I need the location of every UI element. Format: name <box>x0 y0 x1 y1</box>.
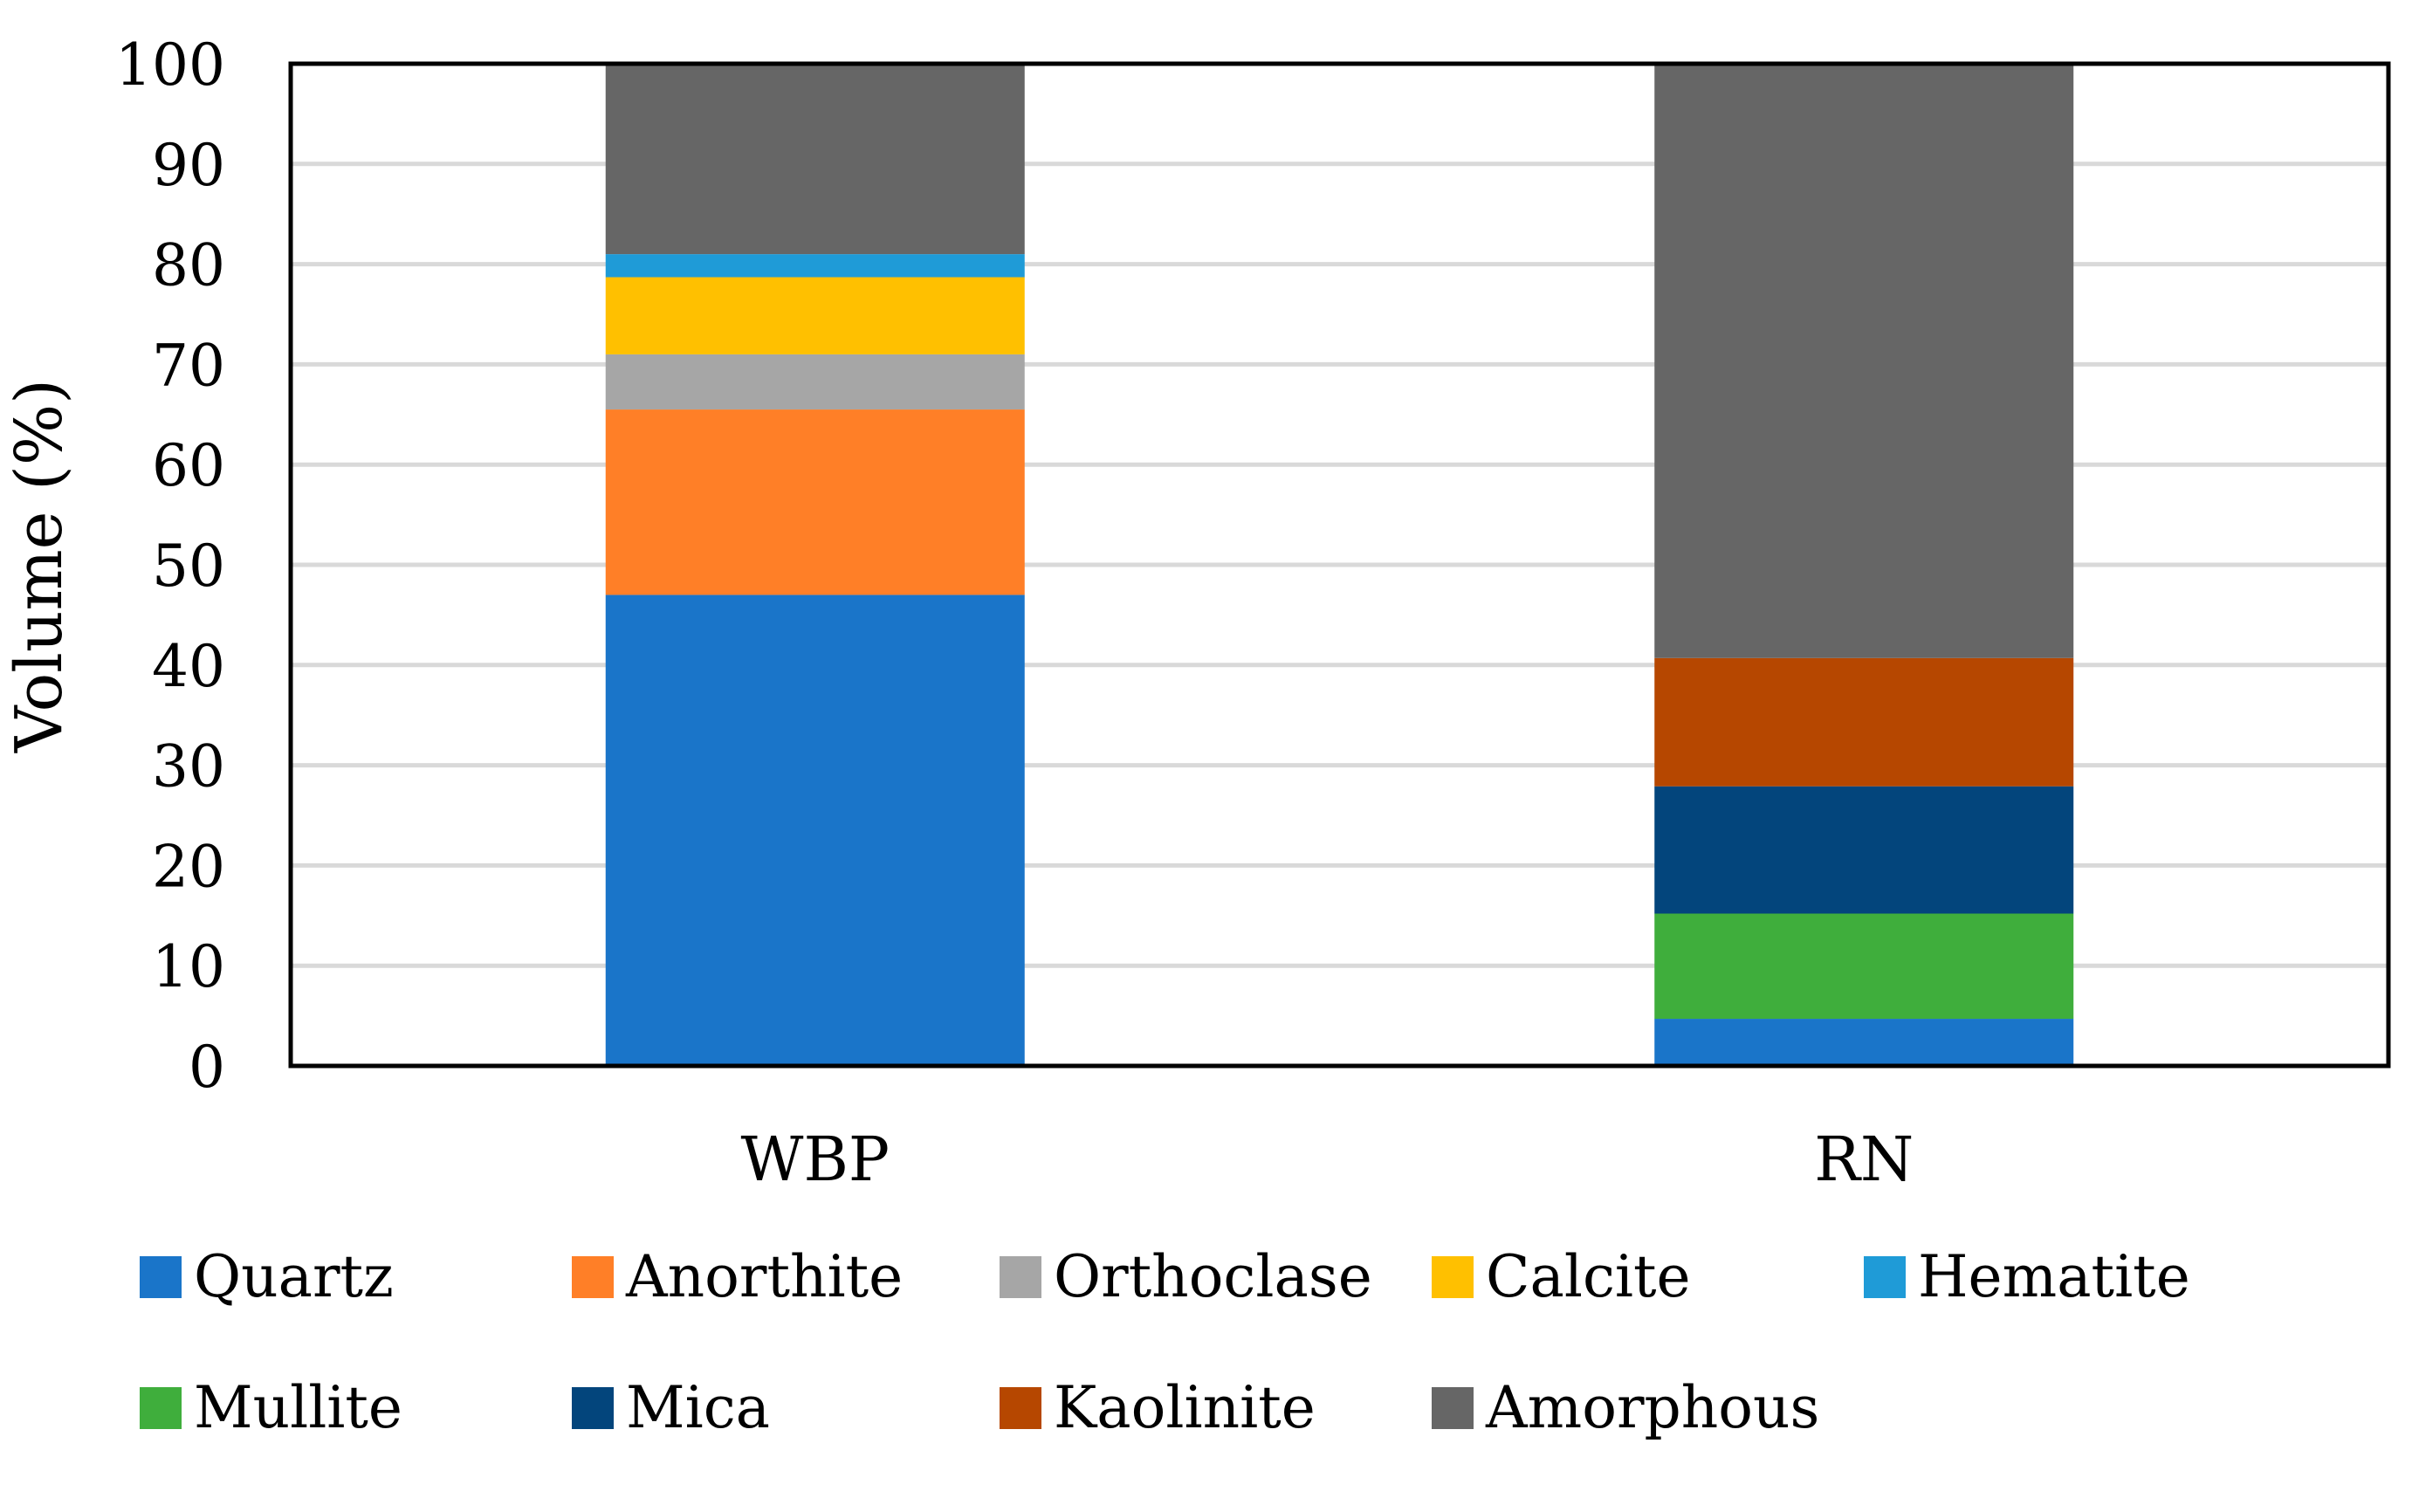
bar-segment-wbp-orthoclase <box>605 354 1025 410</box>
y-tick-label: 40 <box>152 633 225 700</box>
y-tick-label: 30 <box>152 733 225 801</box>
tick-labels: 0 10 20 30 40 50 60 70 80 90 100 WBP RN <box>115 31 1914 1195</box>
y-tick-label: 90 <box>152 132 225 199</box>
bar-segment-wbp-amorphous <box>605 64 1025 255</box>
y-tick-label: 10 <box>152 933 225 1000</box>
axes <box>288 61 2391 1069</box>
y-tick-label: 50 <box>152 533 225 600</box>
bar-segment-wbp-hematite <box>605 254 1025 278</box>
x-tick-label: RN <box>1814 1124 1914 1195</box>
x-tick-label: WBP <box>741 1124 890 1195</box>
y-axis-label: Volume (%) <box>2 379 77 753</box>
bar-segment-rn-amorphous <box>1654 64 2074 658</box>
y-tick-label: 60 <box>152 432 225 499</box>
plot-frame <box>288 61 2391 1069</box>
bar-segment-wbp-calcite <box>605 277 1025 354</box>
bar-segment-wbp-quartz <box>605 594 1025 1066</box>
y-tick-label: 100 <box>115 31 225 99</box>
bar-segment-rn-mullite <box>1654 913 2074 1020</box>
y-tick-label: 70 <box>152 332 225 399</box>
bar-segment-wbp-anorthite <box>605 409 1025 595</box>
bars <box>605 64 2074 1066</box>
y-tick-label: 0 <box>189 1034 225 1101</box>
y-tick-label: 20 <box>152 833 225 900</box>
gridlines <box>291 162 2388 968</box>
y-tick-label: 80 <box>152 232 225 299</box>
bar-segment-rn-mica <box>1654 786 2074 914</box>
bar-segment-rn-quartz <box>1654 1019 2074 1066</box>
bar-segment-rn-kaolinite <box>1654 657 2074 787</box>
